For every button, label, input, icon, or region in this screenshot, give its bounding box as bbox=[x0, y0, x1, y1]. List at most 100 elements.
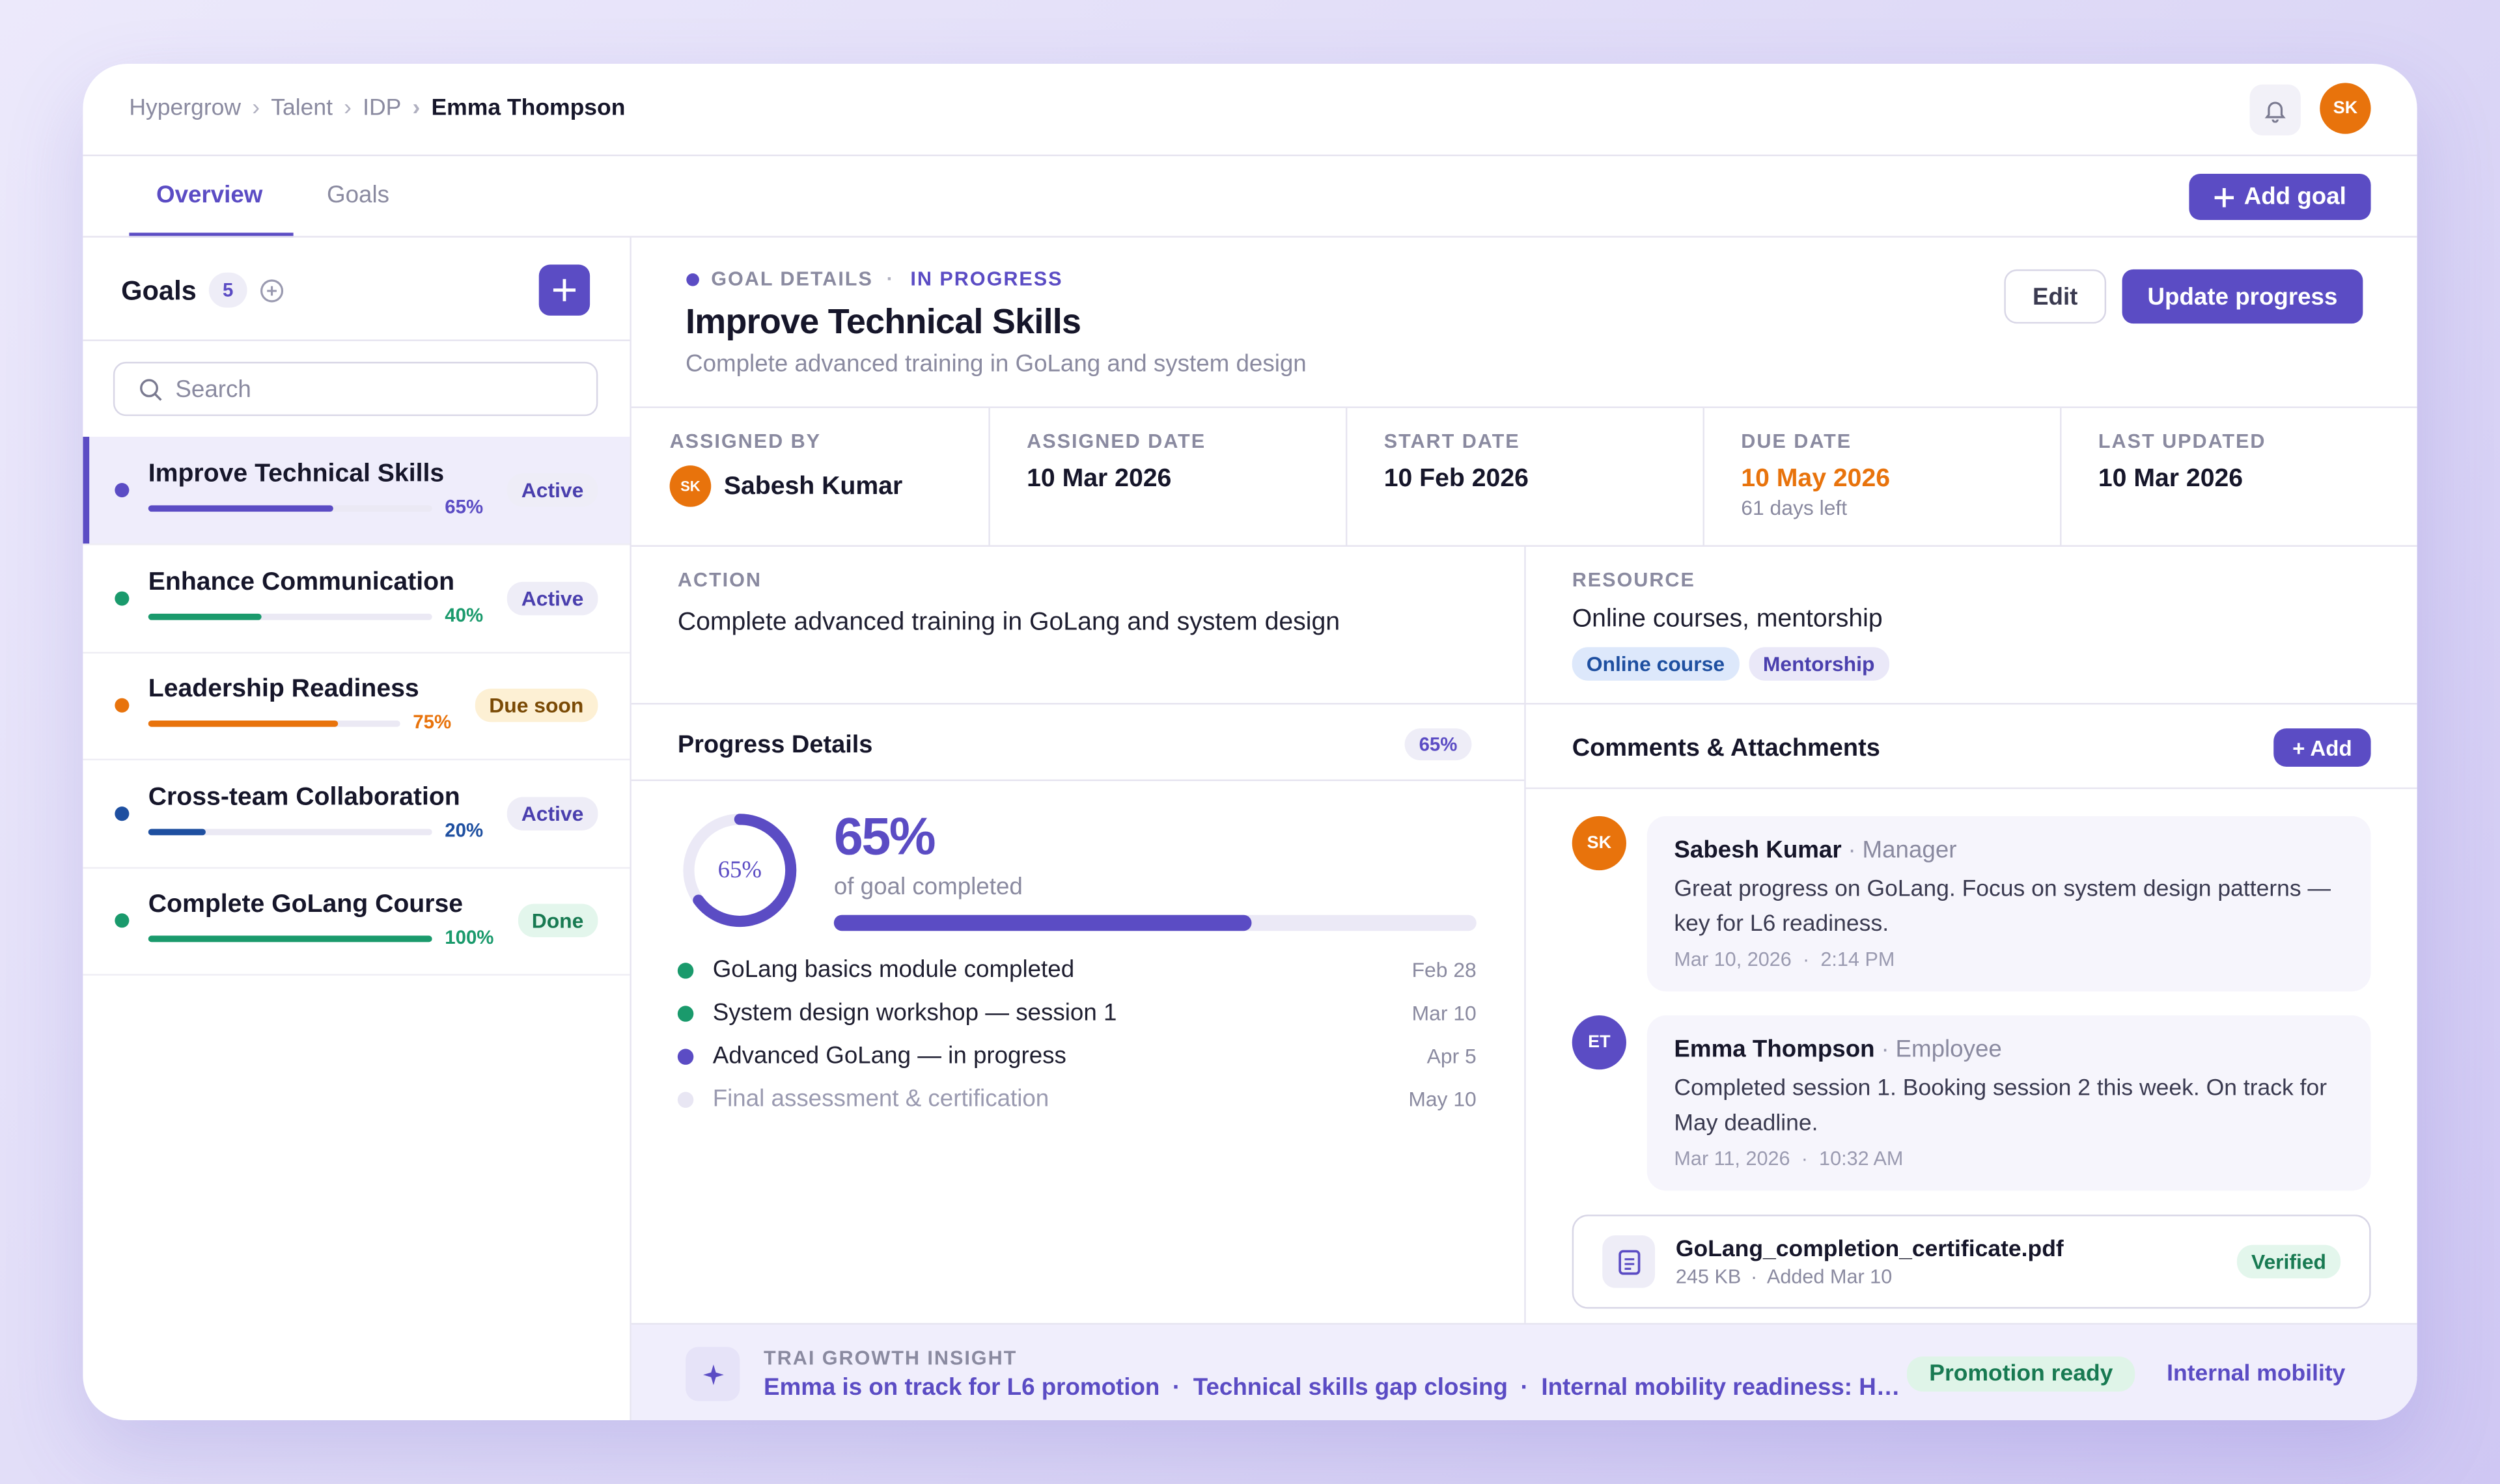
goal-progress-label: 75% bbox=[413, 711, 452, 734]
add-goal-button[interactable]: Add goal bbox=[2189, 173, 2371, 220]
goal-status: Done bbox=[517, 903, 598, 938]
tab[interactable]: Overview bbox=[156, 182, 263, 209]
goal-progress-fill bbox=[148, 505, 333, 512]
doc-icon bbox=[1618, 1249, 1640, 1274]
progress-percent: 65% bbox=[833, 806, 936, 866]
separator: · bbox=[1881, 1036, 1889, 1064]
goal-count: 5 bbox=[208, 272, 247, 308]
comment-role: Employee bbox=[1895, 1036, 2002, 1064]
edit-button[interactable]: Edit bbox=[2004, 269, 2107, 324]
breadcrumb: HypergrowTalentIDPEmma Thompson bbox=[129, 96, 625, 121]
progress-title: Progress Details bbox=[677, 732, 873, 759]
meta-value: 10 May 2026 bbox=[1741, 465, 1891, 493]
progress-caption: of goal completed bbox=[833, 873, 1023, 901]
milestone-date: May 10 bbox=[1408, 1087, 1477, 1111]
plus-icon bbox=[2215, 187, 2235, 207]
comment-author: Sabesh Kumar bbox=[1674, 836, 1842, 864]
update-progress-button[interactable]: Update progress bbox=[2122, 269, 2363, 324]
divider bbox=[1702, 407, 1704, 545]
separator: · bbox=[1520, 1374, 1529, 1401]
separator: · bbox=[1172, 1374, 1181, 1401]
comments-title: Comments & Attachments bbox=[1572, 734, 1880, 762]
goal-item[interactable]: Leadership Readiness Due soon 75% bbox=[83, 652, 630, 761]
milestone-date: Mar 10 bbox=[1411, 1000, 1477, 1025]
insight-link[interactable]: Internal mobility bbox=[2167, 1361, 2346, 1387]
insight-item: Internal mobility readiness: H… bbox=[1541, 1374, 1900, 1401]
goal-name: Complete GoLang Course bbox=[148, 890, 464, 918]
goal-item[interactable]: Cross-team Collaboration Active 20% bbox=[83, 760, 630, 868]
goal-progress-fill bbox=[148, 828, 205, 835]
sparkle bbox=[702, 1364, 723, 1384]
milestone-text: GoLang basics module completed bbox=[712, 956, 1075, 984]
comment-role: Manager bbox=[1862, 836, 1957, 864]
tab[interactable]: Goals bbox=[327, 182, 390, 209]
progress-donut: 65% bbox=[683, 814, 797, 928]
status-dot bbox=[686, 273, 699, 286]
milestone-date: Apr 5 bbox=[1426, 1044, 1477, 1068]
goal-status: Active bbox=[507, 796, 598, 830]
comment-time: 10:32 AM bbox=[1819, 1147, 1904, 1170]
goal-dot bbox=[115, 590, 130, 605]
comment-bubble: Sabesh Kumar · Manager Great progress on Go… bbox=[1646, 816, 2371, 992]
milestone-dot bbox=[677, 963, 694, 979]
progress-badge: 65% bbox=[1404, 728, 1472, 761]
goal-progress-fill bbox=[148, 935, 432, 942]
insight-bar: TRAI GROWTH INSIGHT Emma is on track for… bbox=[631, 1323, 2417, 1421]
divider bbox=[1345, 407, 1348, 545]
separator: · bbox=[1801, 1147, 1808, 1170]
insight-item: Emma is on track for L6 promotion bbox=[764, 1374, 1160, 1401]
search-placeholder: Search bbox=[175, 375, 251, 403]
resource-label: RESOURCE bbox=[1572, 569, 1695, 592]
comment-date: Mar 11, 2026 bbox=[1674, 1147, 1790, 1170]
resource-text: Online courses, mentorship bbox=[1572, 605, 1883, 633]
goal-item[interactable]: Improve Technical Skills Active 65% bbox=[83, 437, 630, 545]
donut-label: 65% bbox=[718, 856, 762, 883]
action-text: Complete advanced training in GoLang and… bbox=[677, 609, 1340, 637]
user-avatar[interactable]: SK bbox=[2320, 83, 2371, 134]
comment-header: Emma Thompson · Employee bbox=[1674, 1036, 2001, 1064]
goal-progress-label: 65% bbox=[445, 495, 484, 518]
progress-fill bbox=[833, 914, 1252, 931]
comment-text: Completed session 1. Booking session 2 t… bbox=[1674, 1076, 2327, 1137]
meta-value: 10 Mar 2026 bbox=[1027, 465, 1172, 493]
insight-label: TRAI GROWTH INSIGHT bbox=[764, 1347, 1018, 1369]
app-window: HypergrowTalentIDPEmma Thompson SK Overv… bbox=[83, 63, 2417, 1421]
goal-dot bbox=[115, 698, 130, 713]
notifications-button[interactable] bbox=[2249, 84, 2301, 136]
milestone-text: Final assessment & certification bbox=[712, 1085, 1049, 1113]
breadcrumb-item[interactable]: IDP bbox=[333, 96, 401, 121]
goal-name: Cross-team Collaboration bbox=[148, 783, 460, 811]
milestone-dot bbox=[677, 1049, 694, 1065]
breadcrumb-item[interactable]: Emma Thompson bbox=[401, 96, 625, 121]
new-goal-button[interactable] bbox=[538, 264, 590, 316]
attachment[interactable]: GoLang_completion_certificate.pdf 245 KB… bbox=[1572, 1215, 2371, 1309]
insight-badge: Promotion ready bbox=[1906, 1356, 2135, 1392]
goal-name: Enhance Communication bbox=[148, 568, 455, 596]
goal-name: Leadership Readiness bbox=[148, 676, 419, 704]
search-box[interactable]: Search bbox=[113, 361, 598, 417]
goal-progress-label: 100% bbox=[445, 926, 494, 949]
breadcrumb-item[interactable]: Hypergrow bbox=[129, 95, 242, 122]
meta-label: LAST UPDATED bbox=[2098, 430, 2266, 453]
meta-avatar: SK bbox=[669, 465, 712, 507]
file-size: 245 KB bbox=[1675, 1265, 1742, 1288]
button-label: Add goal bbox=[2243, 183, 2346, 211]
milestone-text: System design workshop — session 1 bbox=[712, 999, 1117, 1027]
goal-item[interactable]: Enhance Communication Active 40% bbox=[83, 544, 630, 653]
donut-arc bbox=[683, 814, 797, 928]
resource-tags: Online course Mentorship bbox=[1572, 647, 1898, 681]
goal-item[interactable]: Complete GoLang Course Done 100% bbox=[83, 867, 630, 976]
resource-tag: Mentorship bbox=[1748, 647, 1889, 681]
comment-avatar: SK bbox=[1572, 816, 1626, 871]
divider bbox=[2060, 407, 2062, 545]
goal-dot bbox=[115, 805, 130, 821]
goal-progress-label: 40% bbox=[445, 603, 484, 626]
breadcrumb-item[interactable]: Talent bbox=[241, 96, 333, 121]
add-circle-icon[interactable] bbox=[260, 279, 284, 303]
goal-status: Due soon bbox=[475, 688, 598, 722]
goal-progress-track bbox=[148, 935, 432, 942]
add-comment-button[interactable]: + Add bbox=[2273, 728, 2371, 767]
goal-progress-track bbox=[148, 720, 400, 727]
separator: · bbox=[1802, 948, 1810, 971]
